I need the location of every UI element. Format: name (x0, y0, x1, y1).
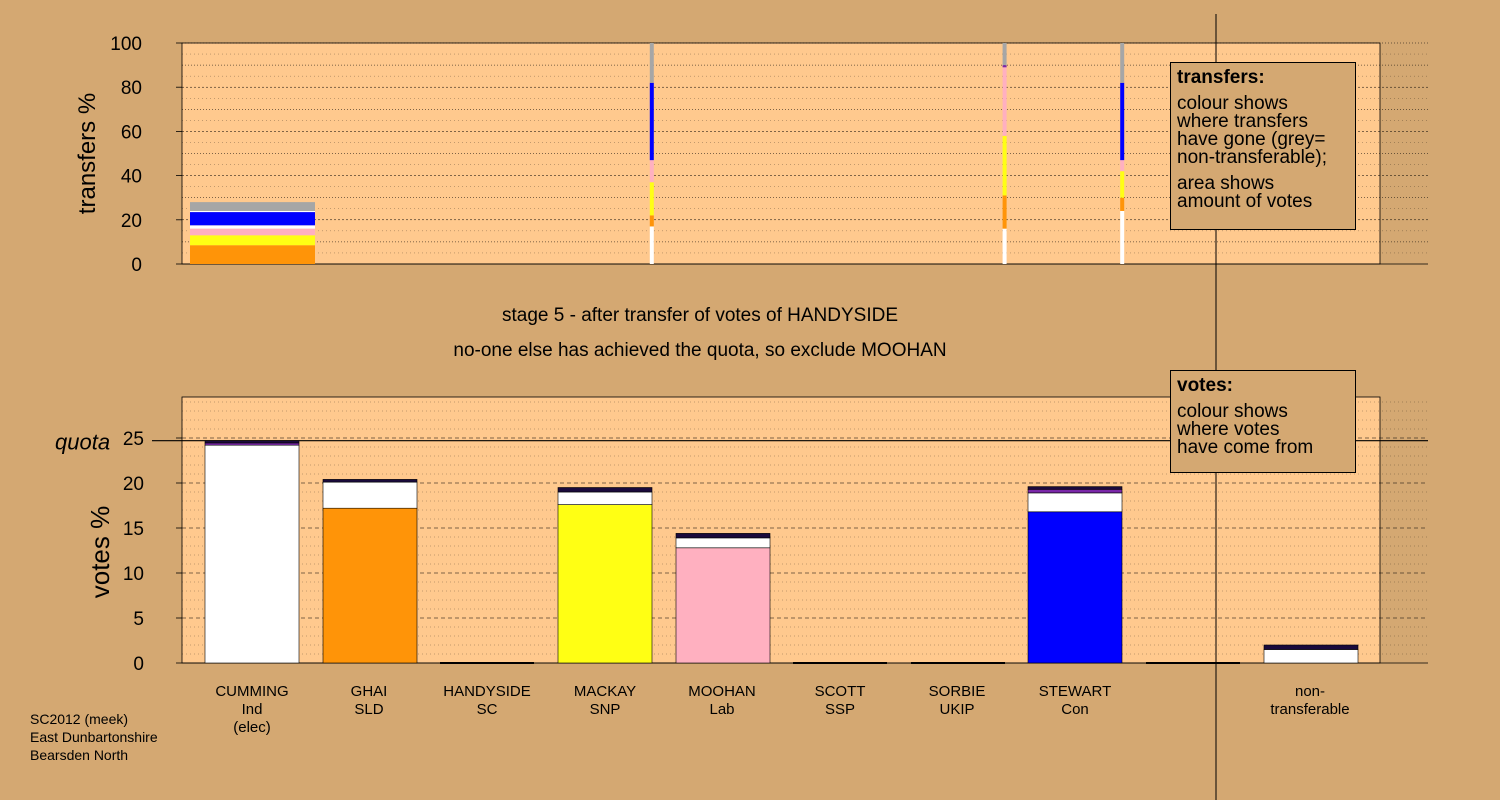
transfer-segment-ind (190, 225, 315, 229)
vote-segment (675, 533, 771, 539)
transfer-segment-snp (649, 182, 654, 216)
transfer-segment-snp (1120, 171, 1125, 198)
transfer-segment-lab (649, 160, 654, 183)
category-party-label: SC (477, 701, 498, 718)
vote-segment (322, 507, 418, 664)
stage-caption: stage 5 - after transfer of votes of HAN… (502, 305, 898, 326)
transfer-segment-snp (190, 235, 315, 246)
transfers-legend-line: colour shows (1177, 93, 1288, 114)
transfers-legend-line: area shows (1177, 173, 1275, 194)
category-party-label: Con (1061, 701, 1089, 718)
vote-segment (557, 504, 653, 664)
transfer-segment-ind (1002, 228, 1007, 264)
transfer-segment-ind (190, 210, 315, 213)
vote-segment (1027, 486, 1123, 490)
category-name-label: MOOHAN (688, 683, 756, 700)
transfer-segment-ukip (1002, 65, 1007, 68)
votes-y-axis-label: votes % (85, 506, 115, 599)
vote-segment (204, 442, 300, 446)
category-party-label: Lab (709, 701, 734, 718)
category-party-label: SLD (354, 701, 383, 718)
transfers-legend-title: transfers: (1177, 67, 1265, 88)
category-party-label: UKIP (939, 701, 974, 718)
category-party-label: Ind (242, 701, 263, 718)
category-name-label: SORBIE (929, 683, 986, 700)
category-name-label: CUMMING (215, 683, 288, 700)
vote-segment (204, 440, 300, 444)
vote-segment (1027, 492, 1123, 513)
vote-segment (675, 547, 771, 664)
votes-legend-line: colour shows (1177, 401, 1288, 422)
vote-segment (322, 481, 418, 509)
category-name-label: STEWART (1039, 683, 1112, 700)
transfer-segment-con (649, 82, 654, 161)
transfer-segment-lab (190, 228, 315, 236)
vote-segment (1027, 488, 1123, 494)
category-party-label: SSP (825, 701, 855, 718)
transfer-segment-sld (1120, 197, 1125, 211)
transfers-legend-line: where transfers (1177, 111, 1308, 132)
transfer-segment-sld (190, 245, 315, 264)
category-note-label: (elec) (233, 719, 271, 736)
vote-segment (557, 487, 653, 493)
source-line: SC2012 (meek) (30, 711, 129, 727)
votes-ytick-label: 15 (123, 519, 144, 540)
votes-legend: votes: colour shows where votes have com… (1170, 370, 1356, 473)
category-name-label: non- (1295, 683, 1325, 700)
category-party-label: transferable (1270, 701, 1349, 718)
transfer-segment-con (190, 212, 315, 226)
transfer-segment-nontransferable (1002, 43, 1007, 66)
transfers-ytick-label: 100 (110, 34, 142, 55)
transfer-segment-sld (1002, 195, 1007, 229)
transfers-legend: transfers: colour shows where transfers … (1170, 62, 1356, 230)
transfers-legend-line: amount of votes (1177, 191, 1313, 212)
category-name-label: MACKAY (574, 683, 636, 700)
votes-legend-line: have come from (1177, 437, 1314, 458)
transfers-ytick-label: 60 (121, 122, 142, 143)
transfers-ytick-label: 20 (121, 211, 142, 232)
transfer-segment-lab (1002, 67, 1007, 136)
category-name-label: GHAI (351, 683, 388, 700)
vote-segment (1263, 649, 1359, 664)
transfers-y-axis-label: transfers % (74, 93, 101, 214)
transfer-segment-snp (1002, 135, 1007, 196)
transfer-segment-lab (1120, 160, 1125, 172)
source-note: SC2012 (meek) East Dunbartonshire Bearsd… (30, 710, 158, 764)
votes-ytick-label: 25 (123, 429, 144, 450)
category-name-label: SCOTT (815, 683, 866, 700)
category-name-label: HANDYSIDE (443, 683, 531, 700)
transfer-segment-nontransferable (649, 43, 654, 83)
exclude-caption: no-one else has achieved the quota, so e… (453, 340, 947, 361)
transfer-segment-nontransferable (1120, 43, 1125, 83)
transfer-segment-sld (649, 215, 654, 227)
transfer-segment-nontransferable (190, 202, 315, 211)
transfers-ytick-label: 80 (121, 78, 142, 99)
votes-ytick-label: 0 (133, 654, 144, 675)
votes-legend-title: votes: (1177, 375, 1233, 396)
vote-segment (1263, 644, 1359, 650)
vote-segment (204, 444, 300, 664)
votes-ytick-label: 20 (123, 474, 144, 495)
vote-segment (1027, 511, 1123, 664)
transfers-legend-line: have gone (grey= (1177, 129, 1326, 150)
vote-segment (675, 537, 771, 549)
vote-segment (557, 491, 653, 505)
transfer-segment-ind (1120, 210, 1125, 264)
source-line: Bearsden North (30, 747, 129, 763)
votes-ytick-label: 5 (133, 609, 144, 630)
transfers-ytick-label: 40 (121, 167, 142, 188)
transfer-segment-ind (649, 226, 654, 264)
quota-label: quota (55, 430, 110, 455)
transfer-segment-con (1120, 82, 1125, 161)
transfers-ytick-label: 0 (131, 255, 142, 276)
votes-legend-line: where votes (1177, 419, 1280, 440)
transfers-legend-line: non-transferable); (1177, 147, 1327, 168)
votes-ytick-label: 10 (123, 564, 144, 585)
vote-segment (322, 479, 418, 483)
category-party-label: SNP (590, 701, 621, 718)
source-line: East Dunbartonshire (30, 729, 158, 745)
